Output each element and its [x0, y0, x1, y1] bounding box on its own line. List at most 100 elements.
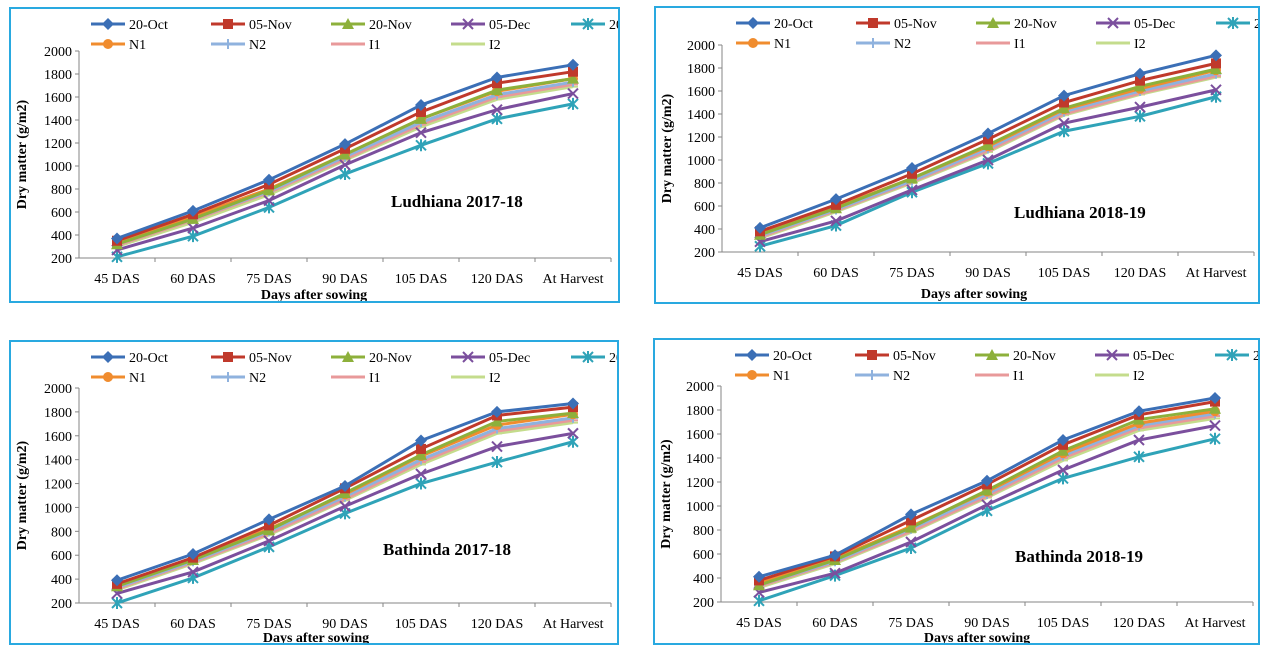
- data-point: [263, 513, 275, 526]
- chart-panel-bathinda-2018-19: 200 400 600 800 1000 1200 1400 1600 1800 2000 45 D…: [653, 338, 1260, 645]
- y-tick-label: 200: [693, 596, 714, 611]
- data-point: [491, 103, 503, 116]
- legend-label: I1: [1014, 37, 1026, 52]
- data-point: [491, 112, 503, 125]
- legend: 20-Oct 05-Nov 20-Nov 05-Dec 20-Dec N1 N2 I1 I2: [735, 349, 1258, 384]
- data-point: [1134, 80, 1146, 92]
- legend-label: 20-Oct: [129, 351, 168, 366]
- y-tick-label: 1800: [687, 62, 715, 77]
- y-tick-label: 1600: [687, 85, 715, 100]
- legend-swatch-marker: [223, 372, 233, 382]
- data-point: [981, 499, 993, 511]
- data-point: [567, 427, 579, 440]
- data-point: [567, 58, 579, 71]
- y-tick-label: 1400: [686, 452, 714, 467]
- legend-item-i1: I1: [331, 38, 381, 53]
- data-point: [829, 567, 841, 579]
- legend-swatch-marker: [582, 18, 594, 30]
- series-20-dec: [753, 432, 1221, 607]
- data-point: [1058, 89, 1070, 102]
- y-tick-label: 1000: [44, 501, 72, 516]
- y-tick-label: 400: [693, 572, 714, 587]
- legend-label: 20-Dec: [1253, 349, 1258, 364]
- legend-swatch-marker: [342, 351, 354, 362]
- data-point: [906, 184, 918, 196]
- legend-item-05-nov: 05-Nov: [856, 17, 937, 32]
- data-point: [1209, 432, 1221, 445]
- legend-label: N1: [129, 38, 146, 53]
- legend-swatch-marker: [223, 19, 233, 29]
- x-tick-label: At Harvest: [542, 272, 603, 287]
- y-tick-label: 2000: [44, 382, 72, 397]
- y-axis-label: Dry matter (g/m2): [660, 93, 675, 203]
- data-point: [1209, 402, 1221, 414]
- legend-label: I1: [369, 371, 381, 386]
- y-tick-label: 200: [694, 246, 715, 261]
- legend-label: 05-Dec: [489, 351, 530, 366]
- data-point: [906, 162, 918, 175]
- data-point: [1059, 97, 1069, 108]
- x-tick-label: 90 DAS: [322, 272, 368, 287]
- x-tick-label: 90 DAS: [965, 266, 1011, 281]
- x-tick-label: At Harvest: [542, 617, 603, 632]
- y-axis-label: Dry matter (g/m2): [15, 99, 30, 209]
- legend-swatch-marker: [748, 38, 758, 48]
- x-tick-label: 90 DAS: [322, 617, 368, 632]
- legend-label: 05-Dec: [1134, 17, 1175, 32]
- legend-label: 20-Dec: [609, 351, 617, 366]
- data-point: [491, 456, 503, 469]
- data-point: [415, 139, 427, 152]
- legend-swatch-marker: [462, 18, 474, 30]
- data-point: [1058, 117, 1070, 129]
- y-tick-label: 1400: [44, 114, 72, 129]
- legend-label: N2: [893, 369, 910, 384]
- data-point: [1133, 450, 1145, 463]
- data-point: [982, 139, 994, 151]
- legend-item-n1: N1: [736, 37, 791, 52]
- data-point: [263, 173, 275, 186]
- y-tick-label: 1200: [44, 137, 72, 152]
- data-point: [981, 474, 993, 487]
- y-tick-label: 1800: [44, 406, 72, 421]
- legend-item-n1: N1: [91, 38, 146, 53]
- legend-swatch-marker: [1107, 17, 1119, 29]
- data-point: [754, 221, 766, 234]
- legend-item-n1: N1: [91, 371, 146, 386]
- chart-title: Bathinda 2018-19: [1015, 547, 1143, 566]
- legend-swatch-marker: [223, 39, 233, 49]
- x-tick-label: 105 DAS: [1038, 266, 1091, 281]
- legend-item-20-dec: 20-Dec: [1216, 17, 1258, 32]
- x-tick-label: 105 DAS: [395, 272, 448, 287]
- legend-item-i1: I1: [975, 369, 1025, 384]
- x-tick-label: At Harvest: [1185, 266, 1246, 281]
- legend-label: 20-Oct: [129, 18, 168, 33]
- data-point: [1134, 67, 1146, 80]
- legend-item-20-dec: 20-Dec: [1215, 349, 1258, 364]
- y-tick-label: 400: [51, 573, 72, 588]
- legend: 20-Oct 05-Nov 20-Nov 05-Dec 20-Dec N1 N2 I1 I2: [736, 17, 1258, 52]
- y-tick-label: 1000: [687, 154, 715, 169]
- legend-swatch-marker: [868, 18, 878, 28]
- legend-label: 20-Nov: [369, 18, 412, 33]
- legend-label: N1: [129, 371, 146, 386]
- x-tick-label: 120 DAS: [1114, 266, 1167, 281]
- data-point: [1133, 405, 1145, 418]
- line-chart-svg: 200 400 600 800 1000 1200 1400 1600 1800 2000 45 D…: [660, 17, 1258, 302]
- data-point: [567, 435, 579, 448]
- x-tick-label: 120 DAS: [1113, 616, 1166, 631]
- series-05-dec: [111, 87, 579, 256]
- y-tick-label: 800: [693, 524, 714, 539]
- legend-item-i2: I2: [1095, 369, 1145, 384]
- legend-swatch-marker: [746, 349, 758, 361]
- data-point: [415, 126, 427, 139]
- legend-swatch-marker: [342, 18, 354, 29]
- data-point: [415, 448, 427, 460]
- data-point: [491, 440, 503, 453]
- series-05-dec: [753, 419, 1221, 599]
- data-point: [263, 194, 275, 207]
- legend-label: I2: [1134, 37, 1146, 52]
- legend-label: I1: [369, 38, 381, 53]
- legend-swatch-marker: [1227, 17, 1239, 29]
- legend-swatch-marker: [747, 370, 757, 380]
- legend-item-20-nov: 20-Nov: [976, 17, 1057, 32]
